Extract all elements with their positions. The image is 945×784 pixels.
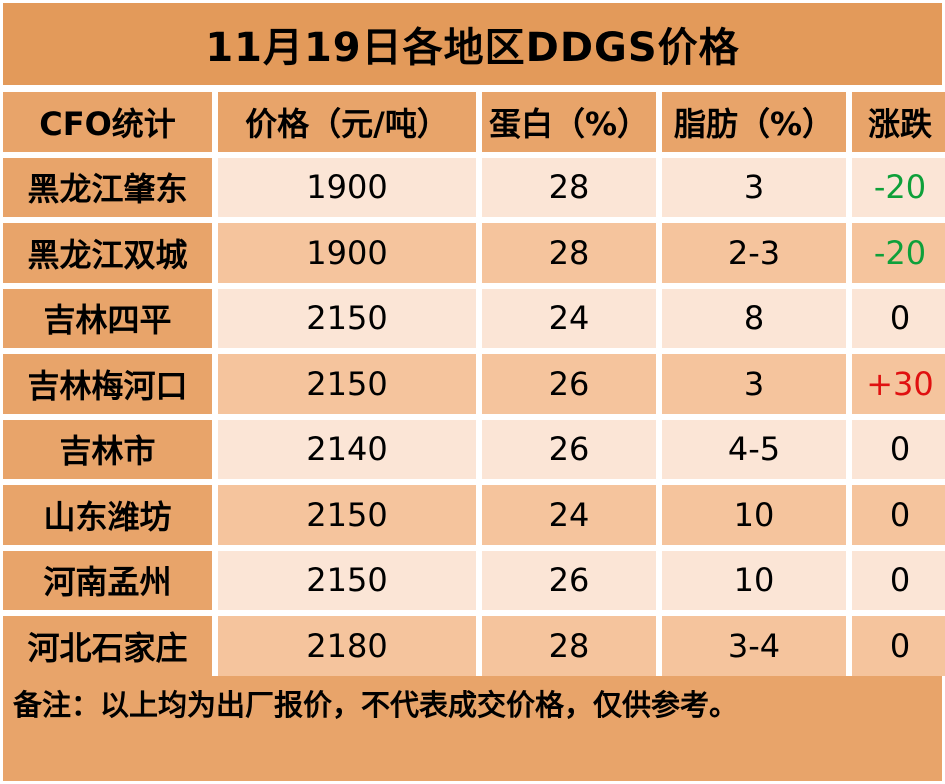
- column-header-change: 涨跌: [852, 92, 945, 152]
- column-header-region: CFO统计: [3, 92, 212, 152]
- cell-change: 0: [852, 550, 945, 610]
- cell-change: 0: [852, 485, 945, 545]
- cell-change: +30: [852, 354, 945, 414]
- cell-fat: 4-5: [662, 419, 846, 479]
- cell-price: 2180: [218, 616, 476, 676]
- column-header-fat: 脂肪（%）: [662, 92, 846, 152]
- cell-fat: 10: [662, 485, 846, 545]
- cell-region: 河南孟州: [3, 550, 212, 610]
- cell-protein: 28: [482, 616, 656, 676]
- cell-change: 0: [852, 288, 945, 348]
- cell-change: 0: [852, 616, 945, 676]
- cell-fat: 3: [662, 157, 846, 217]
- cell-fat: 3-4: [662, 616, 846, 676]
- cell-price: 1900: [218, 223, 476, 283]
- cell-protein: 28: [482, 223, 656, 283]
- cell-change: -20: [852, 157, 945, 217]
- cell-region: 黑龙江双城: [3, 223, 212, 283]
- cell-price: 2150: [218, 288, 476, 348]
- footnote: 备注：以上均为出厂报价，不代表成交价格，仅供参考。: [3, 676, 942, 781]
- cell-region: 河北石家庄: [3, 616, 212, 676]
- cell-price: 2150: [218, 354, 476, 414]
- cell-protein: 24: [482, 288, 656, 348]
- cell-price: 2150: [218, 485, 476, 545]
- cell-change: -20: [852, 223, 945, 283]
- cell-region: 吉林梅河口: [3, 354, 212, 414]
- cell-fat: 3: [662, 354, 846, 414]
- cell-protein: 24: [482, 485, 656, 545]
- cell-region: 吉林市: [3, 419, 212, 479]
- cell-fat: 8: [662, 288, 846, 348]
- cell-region: 山东潍坊: [3, 485, 212, 545]
- cell-fat: 10: [662, 550, 846, 610]
- cell-change: 0: [852, 419, 945, 479]
- cell-price: 2150: [218, 550, 476, 610]
- price-table: CFO统计 价格（元/吨） 蛋白（%） 脂肪（%） 涨跌 黑龙江肇东 1900 28…: [3, 92, 945, 676]
- cell-fat: 2-3: [662, 223, 846, 283]
- cell-protein: 28: [482, 157, 656, 217]
- cell-protein: 26: [482, 354, 656, 414]
- page-title: 11月19日各地区DDGS价格: [3, 3, 942, 85]
- column-header-price: 价格（元/吨）: [218, 92, 476, 152]
- cell-price: 2140: [218, 419, 476, 479]
- cell-region: 黑龙江肇东: [3, 157, 212, 217]
- cell-region: 吉林四平: [3, 288, 212, 348]
- column-header-protein: 蛋白（%）: [482, 92, 656, 152]
- cell-protein: 26: [482, 550, 656, 610]
- cell-price: 1900: [218, 157, 476, 217]
- cell-protein: 26: [482, 419, 656, 479]
